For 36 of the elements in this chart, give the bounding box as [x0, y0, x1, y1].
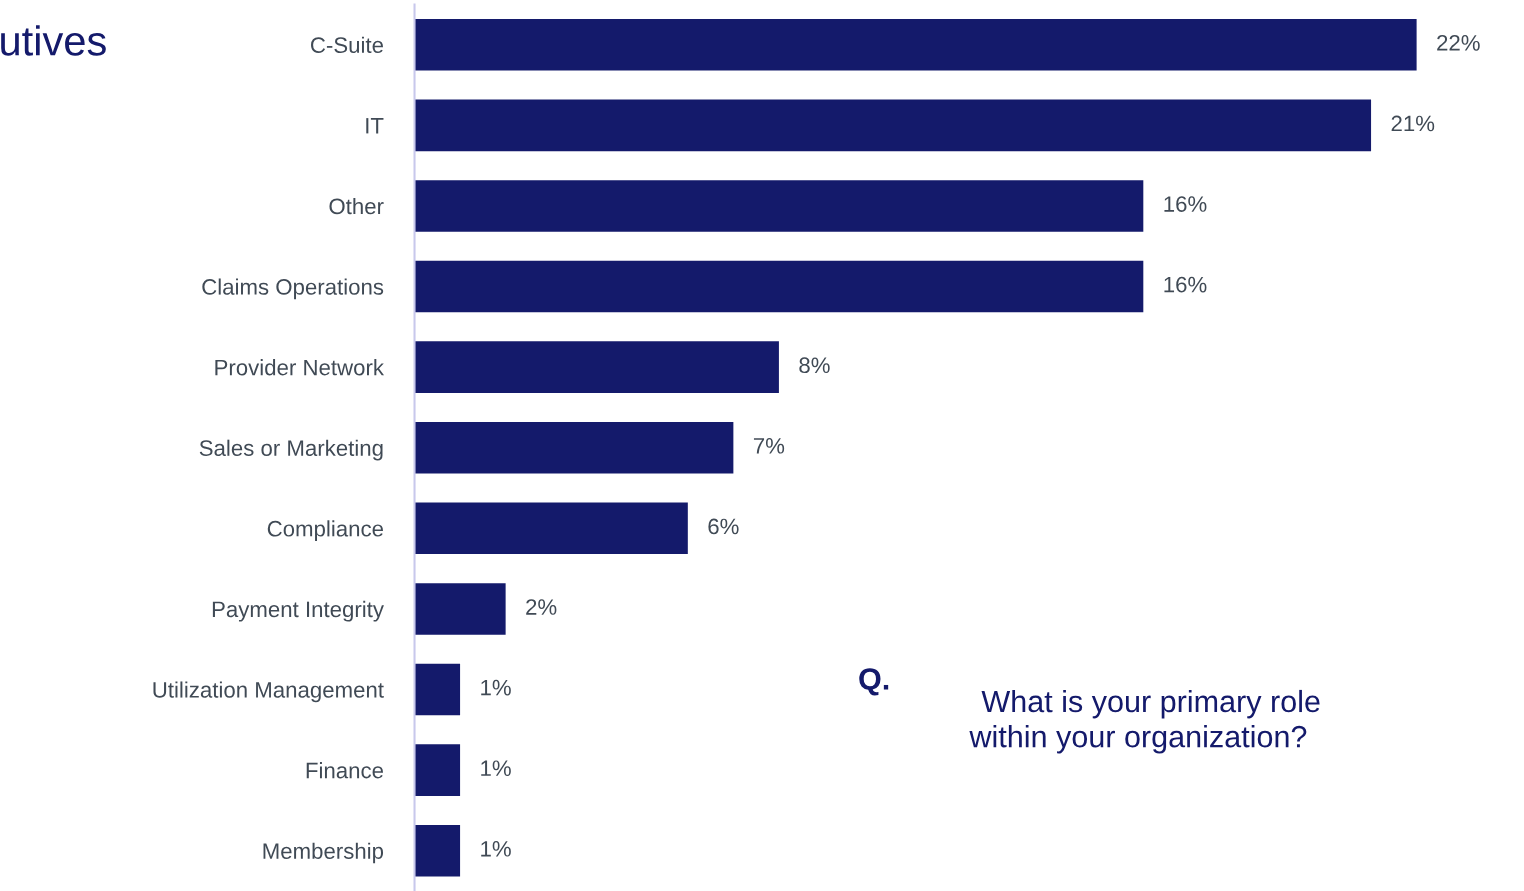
data-label: 21% [1391, 115, 1435, 132]
data-label: 7% [753, 438, 785, 454]
bar [414, 583, 506, 635]
bar [414, 180, 1144, 232]
y-tick-label: IT [366, 118, 384, 134]
y-tick-label: Utilization Management [153, 681, 384, 703]
annotation: Q. [859, 668, 889, 696]
bar [414, 99, 1372, 152]
y-tick-label: Finance [306, 762, 383, 779]
bar [414, 260, 1144, 313]
bar [414, 744, 461, 796]
y-tick-label: Compliance [267, 520, 383, 541]
data-label: 16% [1164, 276, 1207, 293]
y-tick-label: Membership [263, 842, 384, 864]
bar [414, 502, 688, 555]
text: utives [1, 25, 106, 56]
y-tick-label: Sales or Marketing [199, 439, 383, 461]
y-tick-label: Claims Operations [202, 278, 384, 300]
y-tick-label: Payment Integrity [212, 600, 384, 622]
y-tick-label: Provider Network [215, 359, 385, 376]
data-label: 22% [1437, 34, 1480, 51]
bar [414, 663, 461, 716]
data-label: 6% [708, 518, 739, 535]
data-label: 1% [481, 760, 511, 776]
bar [414, 824, 461, 877]
data-label: 1% [481, 841, 511, 857]
data-label: 8% [799, 357, 830, 374]
data-label: 2% [526, 599, 557, 615]
annotation: What is your primary role within your organization? [969, 689, 1320, 754]
bar [414, 421, 734, 474]
bar [414, 341, 779, 393]
data-label: 16% [1164, 196, 1207, 212]
bar [414, 18, 1417, 71]
y-tick-label: Other [329, 197, 384, 215]
data-label: 1% [481, 679, 511, 696]
y-tick-label: C-Suite [311, 36, 383, 54]
